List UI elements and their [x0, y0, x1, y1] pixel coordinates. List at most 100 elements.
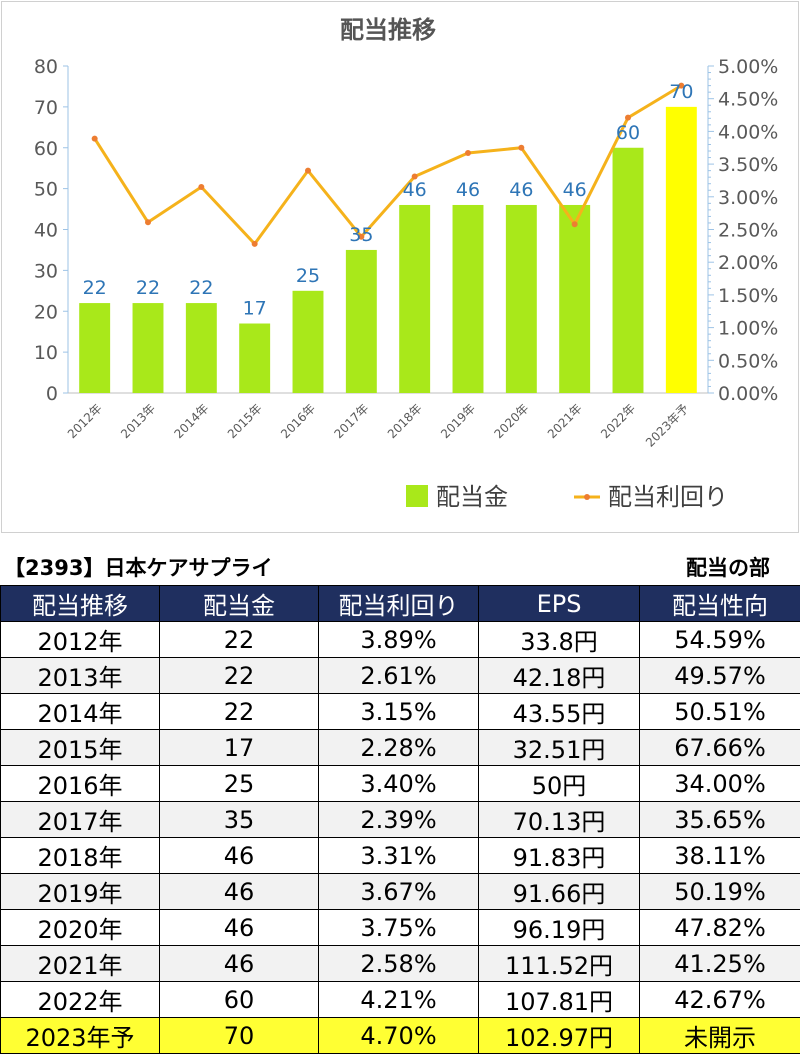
- column-header: 配当利回り: [319, 586, 479, 622]
- yield-point: [625, 115, 631, 121]
- bar-data-label: 46: [509, 179, 533, 201]
- table-cell: 3.67%: [319, 874, 479, 910]
- bar-data-label: 46: [563, 179, 587, 201]
- column-header: 配当金: [160, 586, 319, 622]
- y-right-tick-label: 5.00%: [718, 56, 778, 78]
- table-cell: 42.18円: [479, 658, 640, 694]
- table-cell: 2023年予: [1, 1018, 160, 1054]
- table-cell: 3.89%: [319, 622, 479, 658]
- y-right-tick-label: 4.50%: [718, 89, 778, 111]
- legend-bar-label: 配当金: [436, 483, 508, 511]
- x-tick-label: 2023年予: [643, 401, 691, 449]
- table-cell: 96.19円: [479, 910, 640, 946]
- bar: [399, 205, 430, 393]
- yield-point: [145, 219, 151, 225]
- table-cell: 46: [160, 946, 319, 982]
- table-cell: 2014年: [1, 694, 160, 730]
- bar: [666, 107, 697, 393]
- table-cell: 47.82%: [640, 910, 800, 946]
- table-cell: 91.83円: [479, 838, 640, 874]
- table-cell: 46: [160, 874, 319, 910]
- table-cell: 17: [160, 730, 319, 766]
- table-cell: 35.65%: [640, 802, 800, 838]
- x-tick-label: 2020年: [491, 401, 531, 441]
- table-cell: 54.59%: [640, 622, 800, 658]
- bar: [133, 303, 164, 393]
- x-tick-label: 2019年: [438, 401, 478, 441]
- x-tick-label: 2015年: [225, 401, 265, 441]
- y-right-tick-label: 1.00%: [718, 318, 778, 340]
- table-cell: 67.66%: [640, 730, 800, 766]
- column-header: 配当推移: [1, 586, 160, 622]
- y-left-tick-label: 70: [34, 97, 58, 119]
- x-tick-label: 2014年: [171, 401, 211, 441]
- bar-data-label: 22: [83, 277, 107, 299]
- table-cell: 91.66円: [479, 874, 640, 910]
- x-tick-label: 2017年: [331, 401, 371, 441]
- y-right-tick-label: 0.00%: [718, 383, 778, 405]
- y-right-tick-label: 4.00%: [718, 121, 778, 143]
- y-left-tick-label: 80: [34, 56, 58, 78]
- table-cell: 2019年: [1, 874, 160, 910]
- table-cell: 22: [160, 658, 319, 694]
- bar-data-label: 46: [456, 179, 480, 201]
- bar-data-label: 25: [296, 265, 320, 287]
- legend-line-marker: [584, 494, 590, 500]
- table-cell: 33.8円: [479, 622, 640, 658]
- y-right-tick-label: 2.00%: [718, 252, 778, 274]
- x-tick-label: 2021年: [545, 401, 585, 441]
- yield-point: [518, 145, 524, 151]
- table-cell: 2.61%: [319, 658, 479, 694]
- table-cell: 2015年: [1, 730, 160, 766]
- table-cell: 3.15%: [319, 694, 479, 730]
- table-cell: 2020年: [1, 910, 160, 946]
- table-cell: 50円: [479, 766, 640, 802]
- table-cell: 4.21%: [319, 982, 479, 1018]
- bar: [346, 250, 377, 393]
- table-cell: 49.57%: [640, 658, 800, 694]
- column-header: EPS: [479, 586, 640, 622]
- yield-point: [305, 168, 311, 174]
- x-tick-label: 2022年: [598, 401, 638, 441]
- table-cell: 60: [160, 982, 319, 1018]
- table-cell: 2012年: [1, 622, 160, 658]
- table-cell: 35: [160, 802, 319, 838]
- table-cell: 4.70%: [319, 1018, 479, 1054]
- bar-data-label: 46: [403, 179, 427, 201]
- bar-data-label: 60: [616, 122, 640, 144]
- table-cell: 25: [160, 766, 319, 802]
- y-right-tick-label: 2.50%: [718, 220, 778, 242]
- bar-data-label: 22: [189, 277, 213, 299]
- bar: [559, 205, 590, 393]
- y-left-tick-label: 30: [34, 260, 58, 282]
- bar-data-label: 22: [136, 277, 160, 299]
- yield-point: [252, 241, 258, 247]
- table-cell: 46: [160, 838, 319, 874]
- x-tick-label: 2013年: [118, 401, 158, 441]
- table-cell: 41.25%: [640, 946, 800, 982]
- y-left-tick-label: 20: [34, 301, 58, 323]
- x-tick-label: 2018年: [385, 401, 425, 441]
- bar: [613, 148, 644, 393]
- table-cell: 22: [160, 622, 319, 658]
- bar: [239, 324, 270, 393]
- yield-point: [465, 150, 471, 156]
- y-right-tick-label: 3.50%: [718, 154, 778, 176]
- legend-bar-swatch: [406, 485, 428, 507]
- yield-point: [572, 221, 578, 227]
- y-right-tick-label: 3.00%: [718, 187, 778, 209]
- x-tick-label: 2016年: [278, 401, 318, 441]
- table-cell: 3.75%: [319, 910, 479, 946]
- table-cell: 50.51%: [640, 694, 800, 730]
- y-left-tick-label: 10: [34, 342, 58, 364]
